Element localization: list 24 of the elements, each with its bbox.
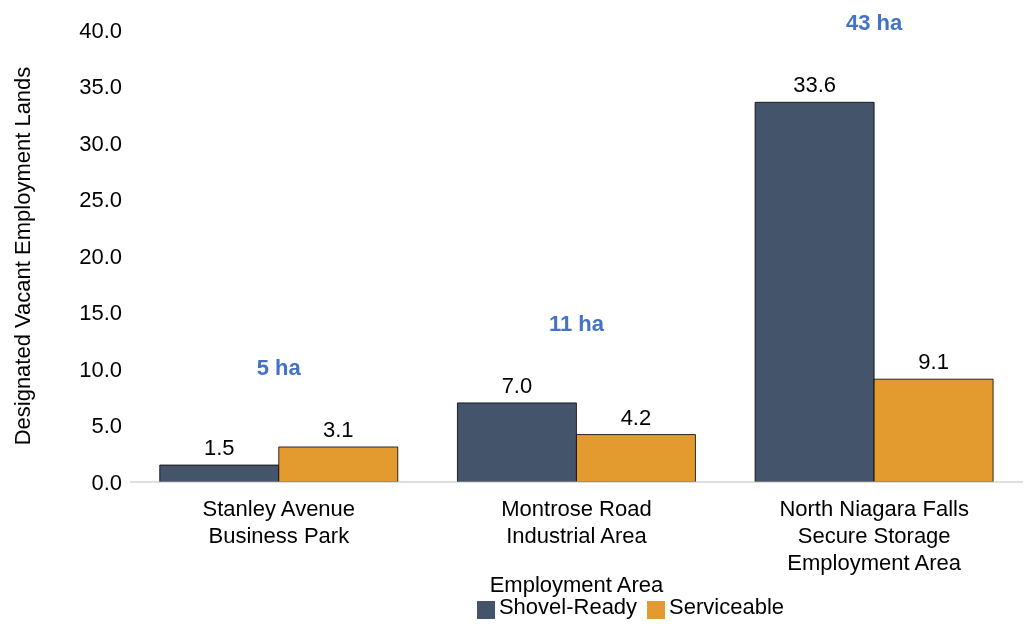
y-tick-label: 35.0 bbox=[79, 74, 122, 100]
y-tick-label: 5.0 bbox=[91, 413, 122, 439]
data-label: 9.1 bbox=[918, 349, 949, 375]
y-tick-label: 20.0 bbox=[79, 243, 122, 269]
data-label: 3.1 bbox=[322, 416, 354, 442]
data-label: 7.0 bbox=[501, 372, 533, 398]
x-tick-label: Montrose Road Industrial Area bbox=[501, 496, 652, 548]
x-axis-title: Employment Area bbox=[489, 572, 665, 597]
data-label: 33.6 bbox=[793, 72, 837, 98]
x-tick-label: North Niagara Falls Secure Storage Employment Area bbox=[779, 496, 969, 575]
annotation: 43 ha bbox=[845, 10, 903, 36]
legend-label: Serviceable bbox=[669, 594, 785, 619]
x-tick-label: Stanley Avenue Business Park bbox=[202, 496, 356, 548]
y-tick-label: 40.0 bbox=[79, 17, 122, 43]
y-tick-label: 10.0 bbox=[79, 356, 122, 382]
y-tick-label: 30.0 bbox=[79, 130, 122, 156]
data-label: 4.2 bbox=[620, 404, 652, 430]
annotation: 5 ha bbox=[256, 354, 302, 380]
y-tick-label: 15.0 bbox=[79, 300, 122, 326]
y-tick-label: 0.0 bbox=[91, 469, 122, 495]
annotation: 11 ha bbox=[548, 310, 605, 336]
y-tick-label: 25.0 bbox=[79, 187, 122, 213]
y-axis-title: Designated Vacant Employment Lands bbox=[9, 66, 35, 446]
data-label: 1.5 bbox=[203, 435, 235, 461]
